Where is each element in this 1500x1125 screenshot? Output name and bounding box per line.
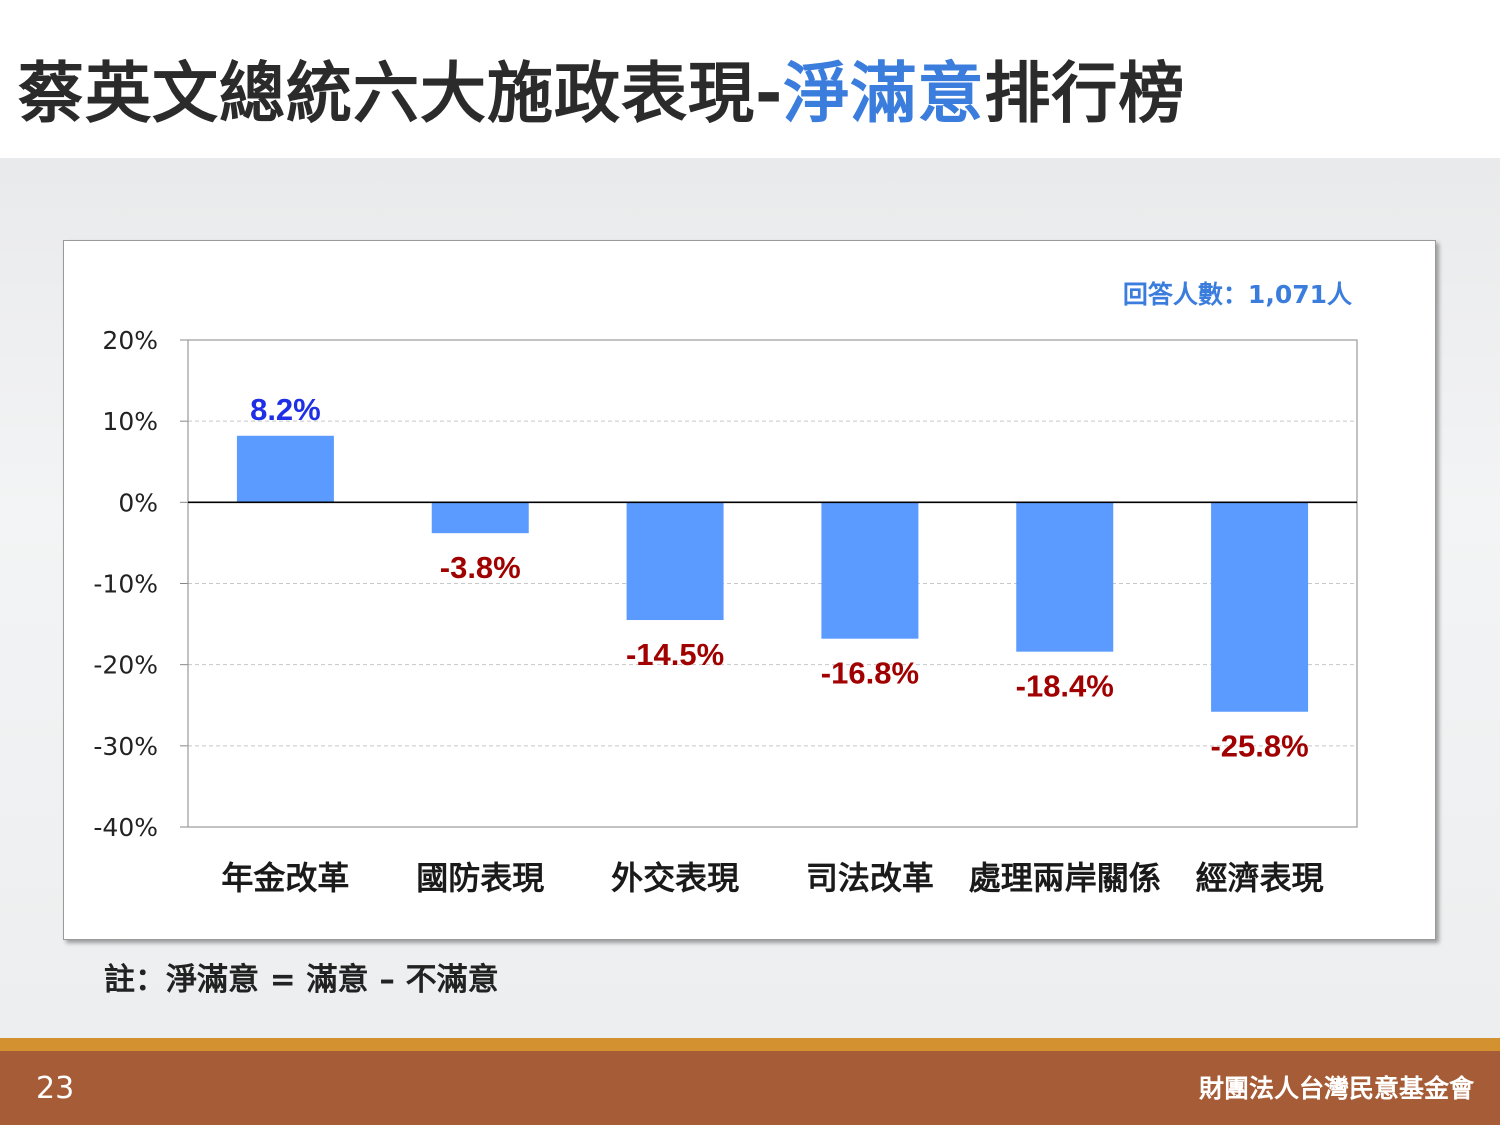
category-label: 年金改革 (221, 859, 349, 897)
title-accent: 淨滿意 (783, 55, 985, 132)
y-tick-label: 10% (102, 407, 158, 436)
title-main: 蔡英文總統六大施政表現- (18, 55, 784, 132)
chart-panel: 20% 10% 0% -10% -20% -30% -40% 8.2% 年金改革 -3.8% 國防表… (63, 240, 1436, 940)
data-label: -3.8% (440, 550, 521, 585)
page-number: 23 (36, 1071, 75, 1106)
bar-2 (431, 502, 529, 534)
y-tick-label: -20% (93, 651, 158, 680)
y-tick-label: 20% (102, 326, 158, 355)
data-label: -14.5% (626, 637, 724, 672)
bar-4 (821, 502, 919, 639)
category-label: 司法改革 (806, 859, 934, 897)
y-tick-label: -30% (93, 732, 158, 761)
data-label: 8.2% (250, 392, 321, 427)
data-label: -18.4% (1016, 669, 1114, 704)
bar-3 (626, 502, 724, 621)
category-label: 國防表現 (416, 859, 544, 897)
data-label: -16.8% (821, 656, 919, 691)
y-tick-label: -10% (93, 570, 158, 599)
plot-area-frame (187, 339, 1358, 828)
bar-1 (236, 435, 334, 503)
data-label: -25.8% (1210, 729, 1308, 764)
category-label: 外交表現 (611, 859, 739, 897)
y-tick-label: -40% (93, 813, 158, 842)
footer-accent-line (0, 1038, 1500, 1051)
title-tail: 排行榜 (984, 55, 1186, 132)
bar-chart: 20% 10% 0% -10% -20% -30% -40% 8.2% 年金改革 -3.8% 國防表… (93, 280, 1358, 897)
slide-title: 蔡英文總統六大施政表現-淨滿意排行榜 (18, 40, 1186, 132)
bar-5 (1016, 502, 1114, 652)
category-label: 處理兩岸關係 (969, 859, 1161, 897)
y-tick-label: 0% (118, 488, 158, 517)
category-label: 經濟表現 (1196, 859, 1324, 897)
organization-name: 財團法人台灣民意基金會 (1198, 1074, 1474, 1103)
footnote: 註：淨滿意 = 滿意 – 不滿意 (104, 962, 499, 998)
footer-bar: 23 財團法人台灣民意基金會 (0, 1051, 1500, 1125)
respondent-count: 回答人數：1,071人 (1123, 280, 1352, 309)
bar-6 (1211, 502, 1309, 712)
